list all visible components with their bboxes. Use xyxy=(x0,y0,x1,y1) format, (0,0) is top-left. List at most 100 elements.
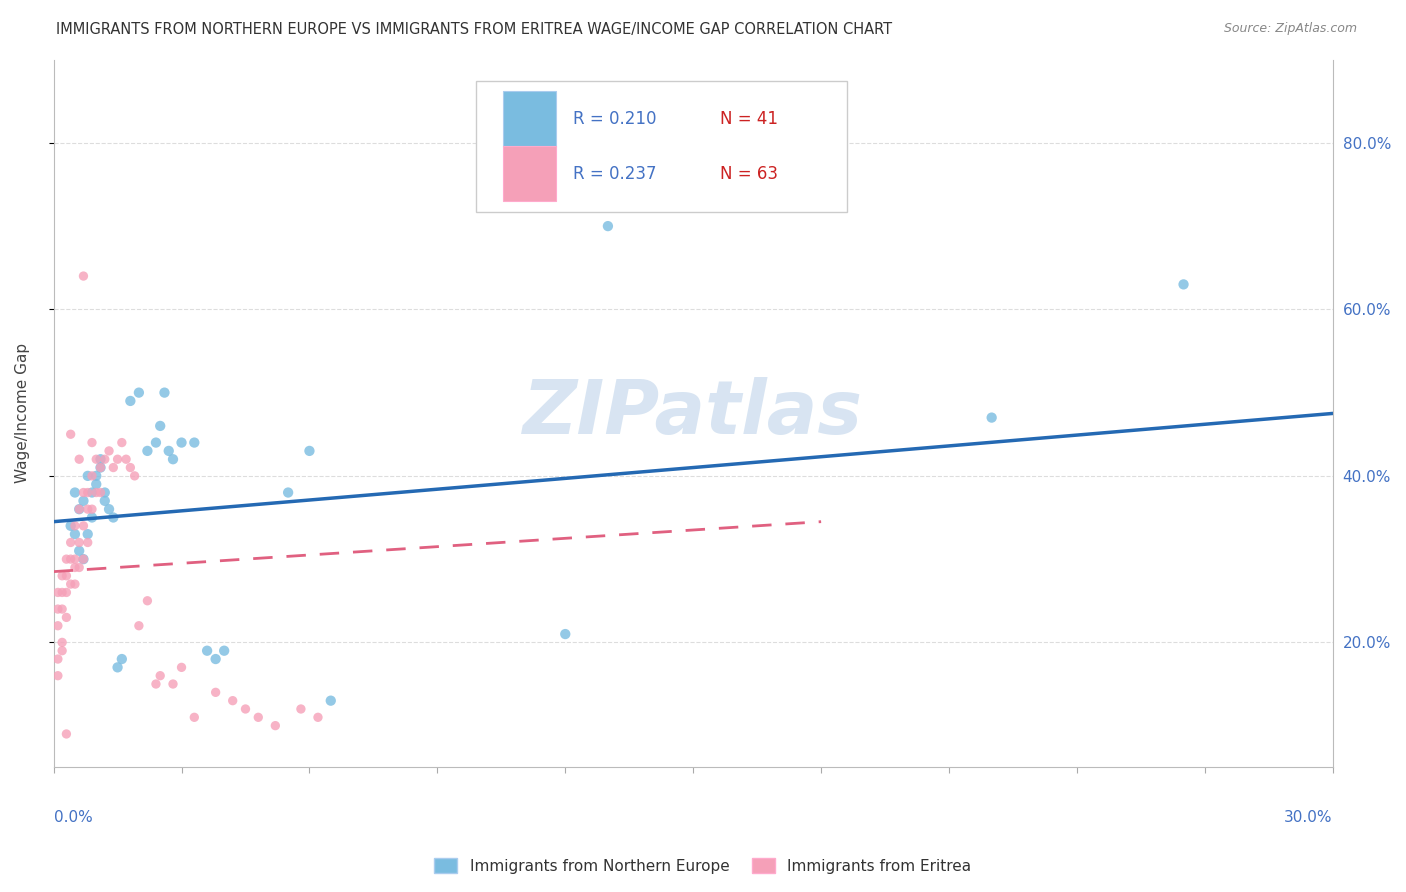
Point xyxy=(76,527,98,541)
Text: R = 0.210: R = 0.210 xyxy=(574,110,657,128)
Point xyxy=(72,268,94,283)
Y-axis label: Wage/Income Gap: Wage/Income Gap xyxy=(15,343,30,483)
Point xyxy=(55,568,77,582)
Point xyxy=(55,552,77,566)
Point xyxy=(84,477,107,491)
Point xyxy=(94,452,117,467)
Point xyxy=(63,552,86,566)
Text: N = 41: N = 41 xyxy=(720,110,778,128)
Point xyxy=(149,418,172,433)
Point xyxy=(46,618,69,632)
Point xyxy=(76,502,98,516)
Point xyxy=(136,593,159,607)
Point xyxy=(111,652,134,666)
Point xyxy=(235,702,257,716)
Point xyxy=(84,485,107,500)
Point xyxy=(94,485,117,500)
FancyBboxPatch shape xyxy=(502,145,557,202)
Text: IMMIGRANTS FROM NORTHERN EUROPE VS IMMIGRANTS FROM ERITREA WAGE/INCOME GAP CORRE: IMMIGRANTS FROM NORTHERN EUROPE VS IMMIG… xyxy=(56,22,893,37)
Legend: Immigrants from Northern Europe, Immigrants from Eritrea: Immigrants from Northern Europe, Immigra… xyxy=(429,852,977,880)
Point xyxy=(115,452,138,467)
Point xyxy=(120,460,142,475)
Point xyxy=(72,552,94,566)
Point xyxy=(204,652,226,666)
Point xyxy=(80,510,103,524)
Point xyxy=(59,427,82,442)
Text: Source: ZipAtlas.com: Source: ZipAtlas.com xyxy=(1223,22,1357,36)
Point xyxy=(247,710,270,724)
Point xyxy=(46,668,69,682)
Point xyxy=(89,485,111,500)
Point xyxy=(84,452,107,467)
Point xyxy=(84,468,107,483)
Text: N = 63: N = 63 xyxy=(720,164,778,183)
Point xyxy=(72,518,94,533)
FancyBboxPatch shape xyxy=(475,81,846,211)
Point xyxy=(63,518,86,533)
Point xyxy=(51,635,73,649)
Point xyxy=(290,702,312,716)
Point xyxy=(128,385,150,400)
Point xyxy=(67,535,90,549)
Point xyxy=(153,385,176,400)
Point xyxy=(63,485,86,500)
Point xyxy=(98,443,121,458)
Point xyxy=(319,693,342,707)
Point xyxy=(128,618,150,632)
Point xyxy=(89,460,111,475)
Point xyxy=(59,552,82,566)
Point xyxy=(183,435,205,450)
Point xyxy=(67,560,90,574)
Point xyxy=(63,560,86,574)
Point xyxy=(80,435,103,450)
Point xyxy=(72,485,94,500)
Point xyxy=(76,535,98,549)
Point xyxy=(980,410,1002,425)
Point xyxy=(107,452,129,467)
Point xyxy=(1173,277,1195,292)
Point xyxy=(307,710,329,724)
Point xyxy=(59,577,82,591)
Point xyxy=(120,393,142,408)
Point xyxy=(55,610,77,624)
Point xyxy=(554,627,576,641)
Point xyxy=(136,443,159,458)
Point xyxy=(145,677,167,691)
Point xyxy=(596,219,619,233)
Point xyxy=(67,452,90,467)
Point xyxy=(51,602,73,616)
Text: R = 0.237: R = 0.237 xyxy=(574,164,657,183)
Point xyxy=(63,577,86,591)
Point xyxy=(264,718,287,732)
Point xyxy=(183,710,205,724)
Point xyxy=(51,585,73,599)
Point xyxy=(67,543,90,558)
Point xyxy=(89,460,111,475)
Point xyxy=(67,502,90,516)
Point xyxy=(94,493,117,508)
Point xyxy=(111,435,134,450)
Point xyxy=(170,435,193,450)
Point xyxy=(103,460,125,475)
Point xyxy=(162,452,184,467)
Point xyxy=(72,493,94,508)
Text: 0.0%: 0.0% xyxy=(53,810,93,825)
Point xyxy=(204,685,226,699)
Point xyxy=(55,585,77,599)
Point xyxy=(277,485,299,500)
Point xyxy=(67,502,90,516)
Text: 30.0%: 30.0% xyxy=(1284,810,1333,825)
Point xyxy=(76,468,98,483)
Point xyxy=(170,660,193,674)
FancyBboxPatch shape xyxy=(502,91,557,147)
Point xyxy=(298,443,321,458)
Point xyxy=(59,518,82,533)
Point xyxy=(51,643,73,657)
Point xyxy=(149,668,172,682)
Point xyxy=(89,452,111,467)
Point xyxy=(212,643,235,657)
Point xyxy=(124,468,146,483)
Point xyxy=(80,468,103,483)
Point xyxy=(72,552,94,566)
Point xyxy=(46,585,69,599)
